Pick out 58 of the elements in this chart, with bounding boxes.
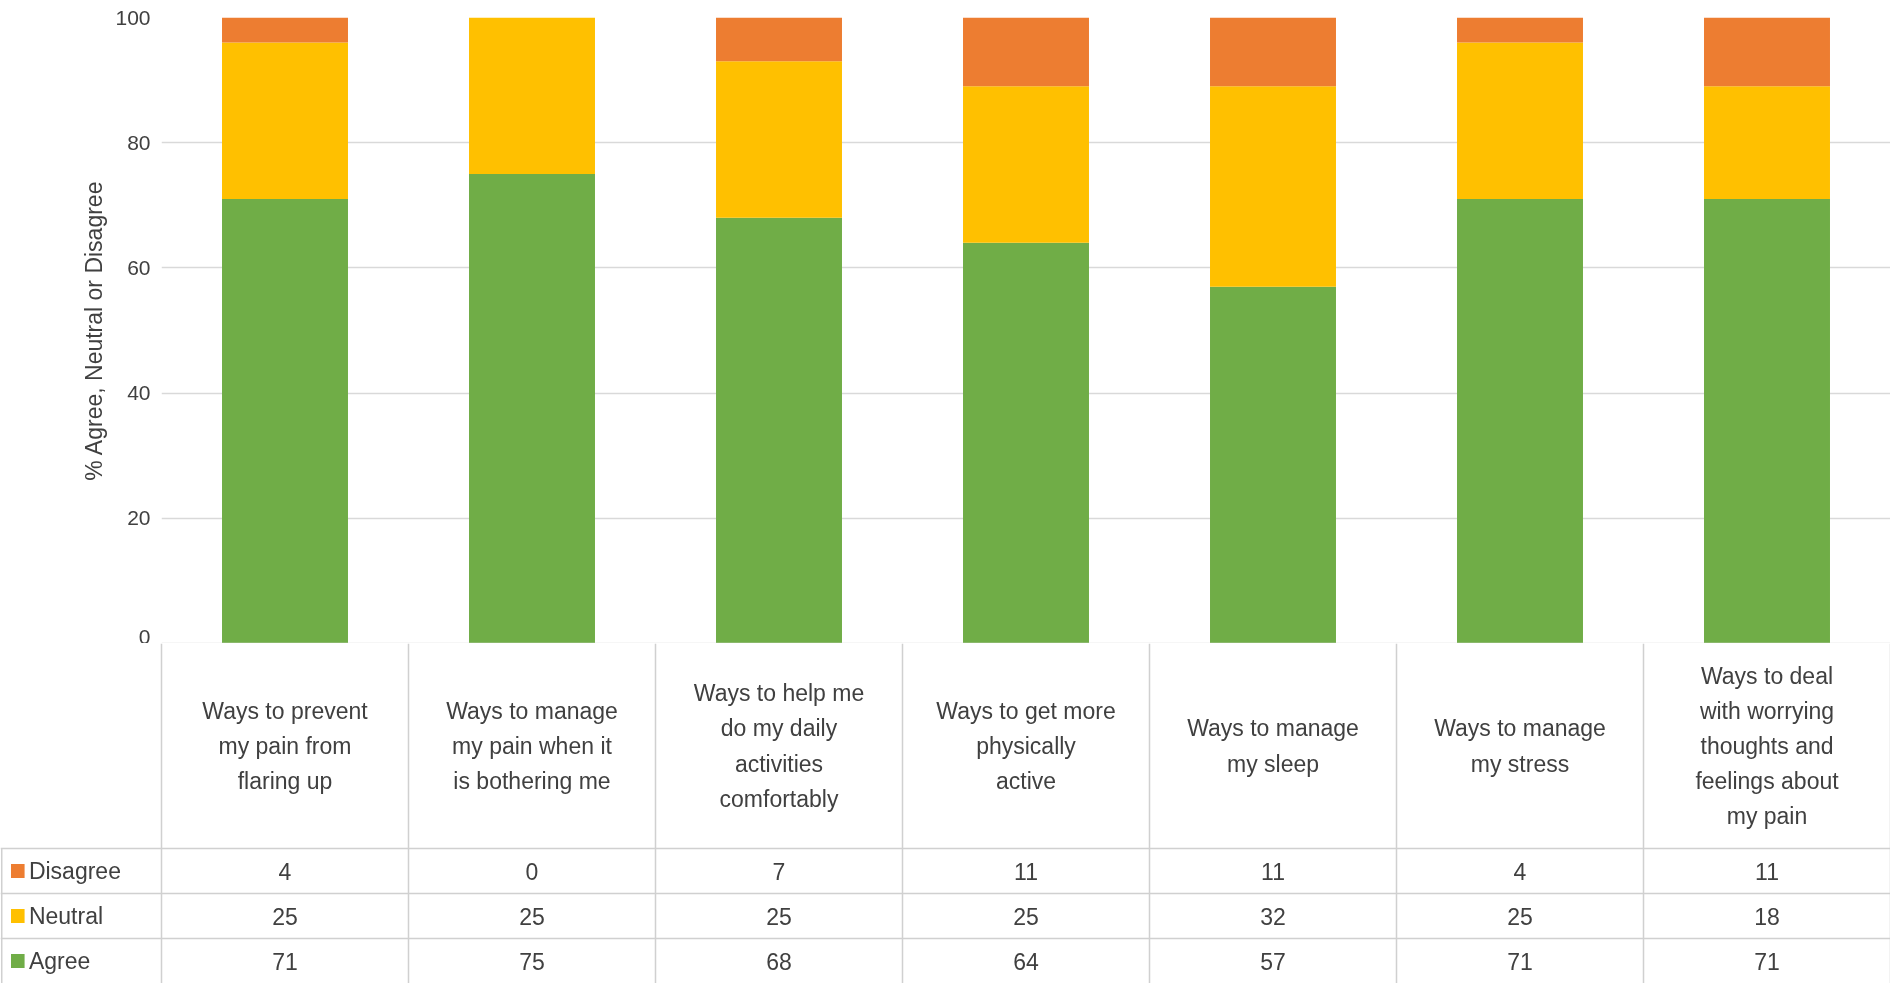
data-label: 18 — [1754, 903, 1780, 930]
bar — [1704, 86, 1830, 200]
bar — [1210, 17, 1336, 87]
data-label: 11 — [1755, 858, 1779, 885]
data-label: 25 — [1013, 903, 1039, 930]
y-tick-label: 100 — [115, 5, 151, 29]
x-tick-label: Ways to prevent my pain from flaring up — [202, 697, 369, 795]
bar — [716, 61, 842, 218]
legend-label: Disagree — [28, 858, 121, 884]
data-label: 4 — [278, 858, 292, 885]
bar — [963, 86, 1089, 243]
data-label: 71 — [1754, 948, 1780, 975]
x-tick-label: Ways to help me do my daily activities comfortably — [693, 680, 865, 812]
data-label: 25 — [519, 903, 545, 930]
data-label: 25 — [766, 903, 792, 930]
data-label: 75 — [519, 948, 545, 975]
legend-label: Agree — [28, 948, 91, 974]
data-label: 71 — [1507, 948, 1533, 975]
data-label: 68 — [766, 948, 792, 975]
bar — [963, 242, 1089, 643]
bar — [1210, 86, 1336, 287]
data-label: 64 — [1013, 948, 1039, 975]
bar — [1457, 199, 1583, 643]
bar — [963, 17, 1089, 87]
bar — [1704, 17, 1830, 87]
bar — [716, 17, 842, 62]
data-label: 25 — [1507, 903, 1533, 930]
x-tick-label: Ways to deal with worrying thoughts and feelings about my pain — [1695, 662, 1840, 830]
bar — [1457, 42, 1583, 200]
y-tick-label: 40 — [127, 381, 151, 405]
data-label: 32 — [1260, 903, 1286, 930]
bar — [716, 217, 842, 643]
y-tick-label: 80 — [127, 130, 151, 154]
data-label: 11 — [1014, 858, 1038, 885]
data-label: 4 — [1513, 858, 1527, 885]
y-axis-title: % Agree, Neutral or Disagree — [81, 181, 108, 481]
bar — [469, 17, 595, 174]
data-label: 0 — [525, 858, 539, 885]
bar — [222, 42, 348, 200]
data-label: 71 — [272, 948, 298, 975]
x-tick-label: Ways to manage my sleep — [1187, 715, 1359, 777]
y-tick-label: 20 — [127, 506, 151, 530]
bar — [1457, 17, 1583, 43]
bar — [222, 17, 348, 43]
x-tick-label: Ways to manage my pain when it is bothering me — [446, 697, 618, 795]
data-label: 25 — [272, 903, 298, 930]
bar — [1210, 286, 1336, 643]
data-label: 57 — [1260, 948, 1286, 975]
bar — [469, 174, 595, 643]
legend-label: Neutral — [28, 903, 104, 929]
bar — [1704, 199, 1830, 643]
x-tick-label: Ways to get more physically active — [936, 697, 1116, 795]
data-label: 11 — [1261, 858, 1285, 885]
data-label: 7 — [772, 858, 786, 885]
x-tick-label: Ways to manage my stress — [1434, 715, 1606, 777]
y-tick-label: 60 — [127, 255, 151, 279]
bar — [222, 199, 348, 643]
y-tick-label: 0 — [138, 624, 151, 648]
